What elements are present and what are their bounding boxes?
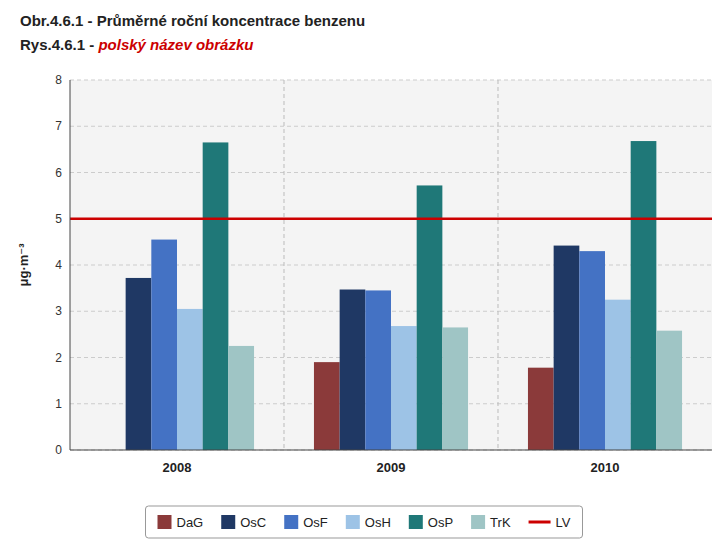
- legend-label: OsF: [303, 515, 328, 530]
- y-tick-label: 5: [55, 212, 62, 226]
- legend-label: OsC: [240, 515, 266, 530]
- bar: [177, 309, 203, 450]
- group-separator: [498, 80, 499, 450]
- grid-line: [70, 450, 712, 451]
- legend-swatch: [529, 521, 551, 524]
- y-tick-label: 1: [55, 397, 62, 411]
- legend-swatch: [158, 515, 172, 529]
- subtitle-part: polský název obrázku: [97, 36, 253, 53]
- bar: [314, 362, 340, 450]
- y-axis: [70, 80, 71, 450]
- grid-line: [70, 172, 712, 173]
- legend-label: DaG: [177, 515, 204, 530]
- bar: [579, 251, 605, 450]
- subtitle-part: Rys.4.6.1 -: [20, 36, 98, 53]
- subtitle: Rys.4.6.1 - polský název obrázku: [20, 36, 253, 53]
- bar: [417, 185, 443, 450]
- bar: [228, 346, 254, 450]
- bar: [365, 290, 391, 450]
- legend-item: OsC: [221, 515, 266, 530]
- chart: Obr.4.6.1 - Průměrné roční koncentrace b…: [0, 0, 728, 560]
- y-tick-label: 2: [55, 351, 62, 365]
- legend: DaG OsC OsF OsH OsP TrK LV: [158, 515, 571, 530]
- y-tick-label: 3: [55, 304, 62, 318]
- legend-swatch: [409, 515, 423, 529]
- legend-label: LV: [556, 515, 571, 530]
- legend-label: OsH: [365, 515, 391, 530]
- legend-frame: [146, 506, 583, 538]
- legend-item: TrK: [471, 515, 511, 530]
- bar: [528, 368, 554, 450]
- grid-line: [70, 80, 712, 81]
- bar: [605, 300, 631, 450]
- grid-line: [70, 126, 712, 127]
- bar: [203, 142, 229, 450]
- plot-background: [70, 80, 712, 450]
- grid-line: [70, 218, 712, 219]
- y-tick-label: 7: [55, 119, 62, 133]
- legend-swatch: [471, 515, 485, 529]
- bar: [151, 240, 177, 450]
- title: Obr.4.6.1 - Průměrné roční koncentrace b…: [20, 12, 365, 29]
- bar: [554, 246, 580, 450]
- marks: [70, 141, 712, 450]
- y-tick-label: 8: [55, 73, 62, 87]
- legend-item: OsH: [346, 515, 391, 530]
- y-tick-label: 6: [55, 166, 62, 180]
- bar: [442, 327, 468, 450]
- legend-swatch: [221, 515, 235, 529]
- bar: [631, 141, 657, 450]
- y-tick-label: 4: [55, 258, 62, 272]
- y-tick-label: 0: [55, 443, 62, 457]
- reference-line: [70, 218, 712, 221]
- y-axis-label: μg·m⁻³: [16, 243, 31, 287]
- x-tick-label: 2010: [591, 460, 620, 475]
- x-axis: [70, 450, 712, 451]
- x-tick-label: 2008: [163, 460, 192, 475]
- legend-swatch: [284, 515, 298, 529]
- legend-label: TrK: [490, 515, 511, 530]
- group-separator: [284, 80, 285, 450]
- x-tick-label: 2009: [377, 460, 406, 475]
- legend-item: OsP: [409, 515, 453, 530]
- bar: [391, 326, 417, 450]
- bar: [126, 278, 152, 450]
- bar: [340, 290, 366, 450]
- legend-item: OsF: [284, 515, 328, 530]
- legend-item: LV: [529, 515, 571, 530]
- legend-swatch: [346, 515, 360, 529]
- bar: [656, 331, 682, 450]
- legend-item: DaG: [158, 515, 204, 530]
- legend-label: OsP: [428, 515, 453, 530]
